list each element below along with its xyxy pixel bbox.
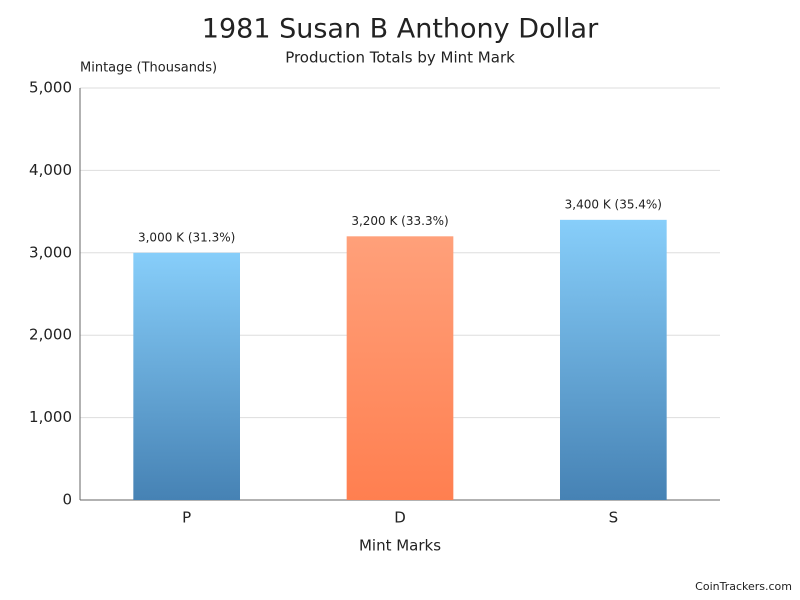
value-label: 3,200 K (33.3%) bbox=[351, 214, 448, 228]
chart-title: 1981 Susan B Anthony Dollar bbox=[202, 14, 599, 45]
y-tick-label: 3,000 bbox=[29, 243, 72, 261]
y-tick-label: 0 bbox=[62, 491, 72, 509]
bar bbox=[560, 220, 667, 500]
bar bbox=[347, 236, 454, 500]
y-tick-label: 2,000 bbox=[29, 326, 72, 344]
chart-subtitle: Production Totals by Mint Mark bbox=[285, 49, 515, 67]
x-tick-label: P bbox=[182, 509, 191, 527]
y-axis-label: Mintage (Thousands) bbox=[80, 61, 217, 76]
y-tick-label: 5,000 bbox=[29, 79, 72, 97]
credit: CoinTrackers.com bbox=[695, 580, 792, 593]
x-tick-label: D bbox=[394, 509, 406, 527]
value-label: 3,400 K (35.4%) bbox=[565, 197, 662, 211]
x-tick-label: S bbox=[609, 509, 619, 527]
y-tick-label: 1,000 bbox=[29, 408, 72, 426]
x-axis-label: Mint Marks bbox=[359, 537, 441, 555]
y-tick-label: 4,000 bbox=[29, 161, 72, 179]
bar bbox=[133, 253, 240, 500]
value-label: 3,000 K (31.3%) bbox=[138, 230, 235, 244]
